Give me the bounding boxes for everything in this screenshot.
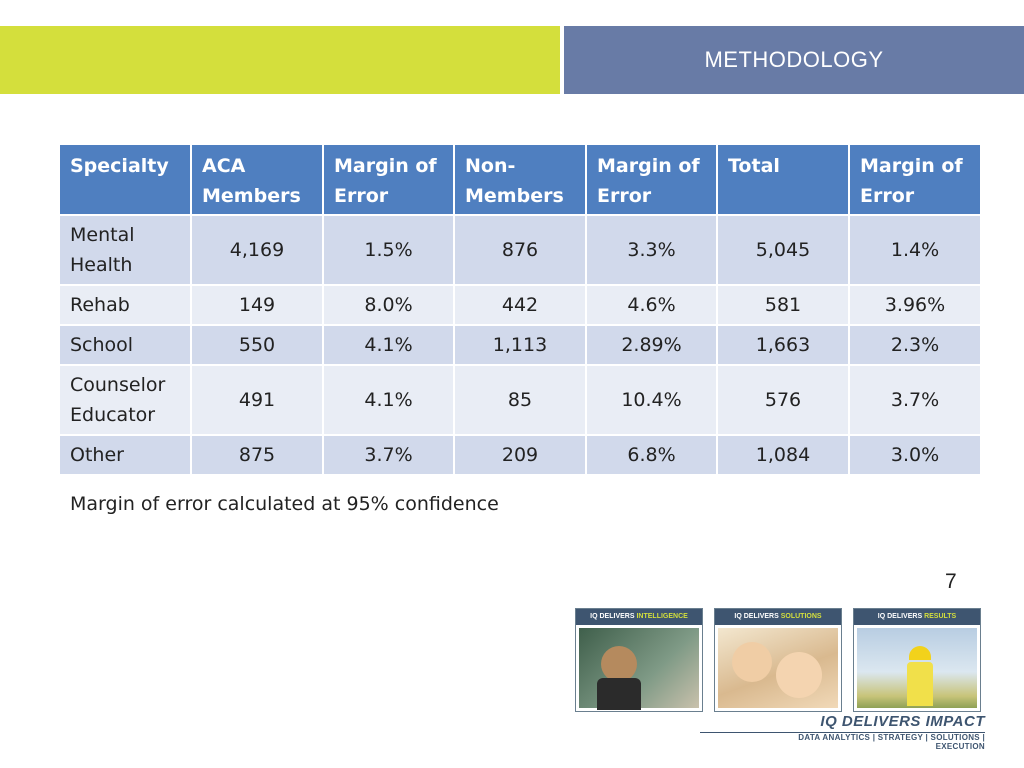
brand-tagline: DATA ANALYTICS | STRATEGY | SOLUTIONS | … [798,733,985,751]
table-cell: 1,084 [717,435,850,476]
panel-heading: IQ DELIVERS INTELLIGENCE [576,609,702,625]
table-cell: 6.8% [586,435,718,476]
table-cell: 85 [454,365,587,436]
table-cell: 3.0% [849,435,982,476]
table-cell: 1,113 [454,325,587,366]
column-header: Margin of Error [586,145,718,216]
column-header: Margin of Error [323,145,455,216]
methodology-table: Specialty ACA Members Margin of Error No… [60,145,982,476]
table-row: School 550 4.1% 1,113 2.89% 1,663 2.3% [60,325,982,366]
table-cell: Other [60,435,192,476]
table-cell: 8.0% [323,285,455,326]
panel-word: SOLUTIONS [780,613,822,620]
construction-photo [857,628,977,708]
table-cell: Rehab [60,285,192,326]
panel-heading: IQ DELIVERS SOLUTIONS [715,609,841,625]
table-cell: 1.4% [849,215,982,286]
panel-prefix: IQ DELIVERS [590,613,635,620]
table-cell: 1,663 [717,325,850,366]
page-number: 7 [945,570,957,593]
table-cell: 4.1% [323,365,455,436]
solutions-panel: IQ DELIVERS SOLUTIONS [714,608,842,712]
panel-prefix: IQ DELIVERS [877,613,923,620]
header-band-right: METHODOLOGY [564,26,1024,94]
header-band-left [0,26,560,94]
column-header: Non-Members [454,145,587,216]
table-row: Rehab 149 8.0% 442 4.6% 581 3.96% [60,285,982,326]
brand-block: IQ DELIVERS IMPACT DATA ANALYTICS | STRA… [780,713,985,751]
panel-prefix: IQ DELIVERS [734,613,779,620]
table-cell: Mental Health [60,215,192,286]
table-cell: 149 [191,285,324,326]
table-cell: 3.3% [586,215,718,286]
table-header-row: Specialty ACA Members Margin of Error No… [60,145,982,216]
brand-name: IQ DELIVERS IMPACT [820,713,985,730]
table-cell: 4.6% [586,285,718,326]
table-row: Mental Health 4,169 1.5% 876 3.3% 5,045 … [60,215,982,286]
table-cell: 1.5% [323,215,455,286]
intelligence-panel: IQ DELIVERS INTELLIGENCE [575,608,703,712]
header-band-divider [560,26,564,94]
table-cell: 2.89% [586,325,718,366]
table-cell: 442 [454,285,587,326]
panel-heading: IQ DELIVERS RESULTS [854,609,980,625]
table-cell: 3.7% [849,365,982,436]
column-header: Margin of Error [849,145,982,216]
table-cell: 491 [191,365,324,436]
table-row: Other 875 3.7% 209 6.8% 1,084 3.0% [60,435,982,476]
table-cell: School [60,325,192,366]
results-panel: IQ DELIVERS RESULTS [853,608,981,712]
table-cell: 4.1% [323,325,455,366]
children-photo [718,628,838,708]
table-cell: 576 [717,365,850,436]
footnote: Margin of error calculated at 95% confid… [70,493,499,515]
table-cell: 876 [454,215,587,286]
table-cell: 4,169 [191,215,324,286]
panel-word: RESULTS [924,613,957,620]
column-header: Specialty [60,145,192,216]
table-cell: 3.7% [323,435,455,476]
table-cell: Counselor Educator [60,365,192,436]
table-cell: 209 [454,435,587,476]
table-row: Counselor Educator 491 4.1% 85 10.4% 576… [60,365,982,436]
column-header: Total [717,145,850,216]
table-cell: 550 [191,325,324,366]
table-cell: 5,045 [717,215,850,286]
slide-title: METHODOLOGY [704,47,884,72]
table-cell: 875 [191,435,324,476]
table-cell: 3.96% [849,285,982,326]
panel-word: INTELLIGENCE [636,613,688,620]
table-cell: 2.3% [849,325,982,366]
chalkboard-photo [579,628,699,710]
brand-divider [700,732,985,733]
table-cell: 10.4% [586,365,718,436]
column-header: ACA Members [191,145,324,216]
table-cell: 581 [717,285,850,326]
